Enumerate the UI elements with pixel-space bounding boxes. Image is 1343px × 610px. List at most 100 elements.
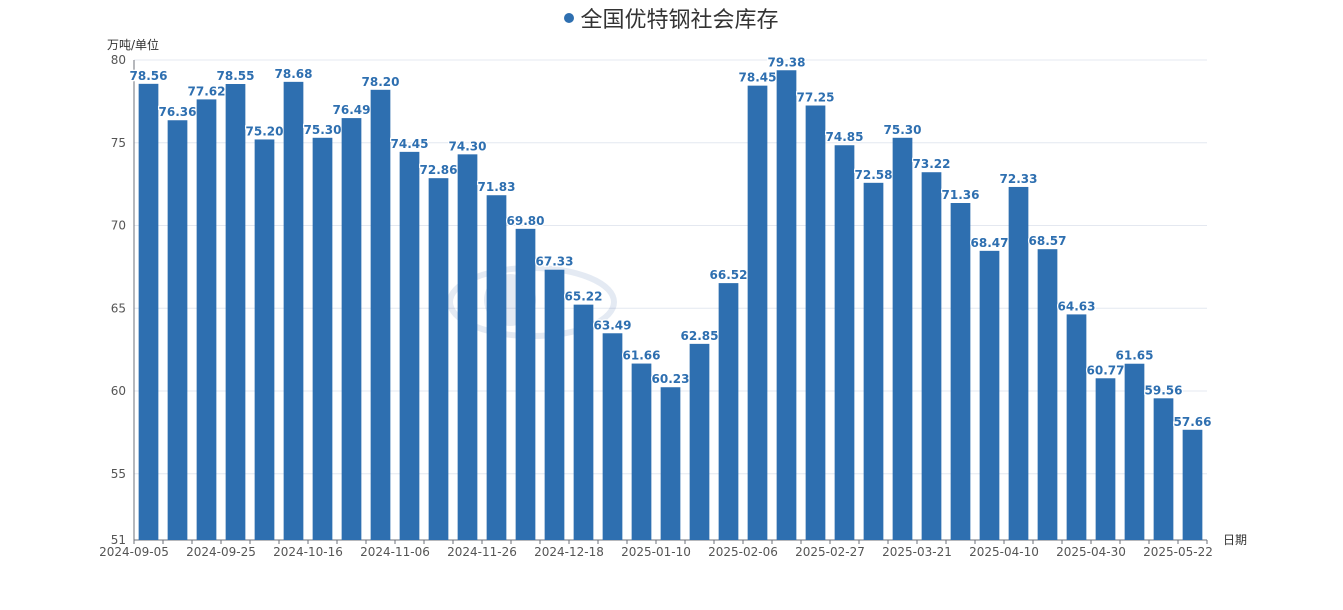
bar: [1095, 378, 1116, 540]
bar: [312, 137, 333, 541]
data-label: 59.56: [1145, 383, 1183, 397]
data-label: 79.38: [768, 55, 806, 69]
chart-title-bar: 全国优特钢社会库存: [0, 0, 1343, 36]
data-label: 67.33: [536, 255, 574, 269]
data-label: 74.30: [449, 139, 487, 153]
y-tick-label: 80: [111, 53, 126, 67]
y-tick-label: 55: [111, 467, 126, 481]
data-label: 72.58: [855, 168, 893, 182]
x-tick-label: 2025-04-10: [969, 545, 1039, 559]
data-label: 64.63: [1058, 299, 1096, 313]
data-label: 71.36: [942, 188, 980, 202]
data-label: 68.57: [1029, 234, 1067, 248]
data-label: 69.80: [507, 214, 545, 228]
data-label: 78.45: [739, 71, 777, 85]
y-tick-label: 51: [111, 533, 126, 547]
data-label: 63.49: [594, 318, 632, 332]
bar: [167, 120, 188, 540]
x-tick-label: 2025-05-22: [1143, 545, 1213, 559]
bar: [660, 387, 681, 540]
data-label: 68.47: [971, 236, 1009, 250]
bar: [196, 99, 217, 541]
data-label: 74.45: [391, 137, 429, 151]
bar: [689, 343, 710, 540]
bar: [921, 172, 942, 540]
data-label: 75.30: [304, 123, 342, 137]
x-tick-label: 2025-04-30: [1056, 545, 1126, 559]
data-label: 78.20: [362, 75, 400, 89]
y-tick-label: 65: [111, 301, 126, 315]
x-tick-label: 2025-02-27: [795, 545, 865, 559]
bar: [1066, 314, 1087, 540]
data-label: 62.85: [681, 329, 719, 343]
bar: [776, 70, 797, 540]
bar: [486, 195, 507, 540]
bar: [457, 154, 478, 540]
x-tick-label: 2024-11-06: [360, 545, 430, 559]
y-tick-label: 70: [111, 219, 126, 233]
bar: [515, 228, 536, 541]
bar: [1037, 249, 1058, 540]
data-label: 77.62: [188, 84, 226, 98]
bar: [979, 250, 1000, 541]
bar: [718, 283, 739, 540]
x-tick-label: 2024-09-25: [186, 545, 256, 559]
bar: [747, 85, 768, 540]
bar: [805, 105, 826, 540]
data-label: 61.65: [1116, 349, 1154, 363]
bar: [950, 203, 971, 540]
data-label: 72.33: [1000, 172, 1038, 186]
data-label: 73.22: [913, 157, 951, 171]
data-label: 60.77: [1087, 363, 1125, 377]
x-tick-label: 2025-02-06: [708, 545, 778, 559]
bar: [1182, 429, 1203, 540]
x-tick-label: 2024-11-26: [447, 545, 517, 559]
data-label: 78.56: [130, 69, 168, 83]
bar: [863, 182, 884, 541]
data-label: 78.55: [217, 69, 255, 83]
x-tick-label: 2024-09-05: [99, 545, 169, 559]
data-label: 72.86: [420, 163, 458, 177]
legend-marker[interactable]: [564, 13, 575, 23]
bar: [428, 178, 449, 540]
data-label: 61.66: [623, 349, 661, 363]
data-label: 77.25: [797, 91, 835, 105]
data-label: 76.49: [333, 103, 371, 117]
data-label: 65.22: [565, 290, 603, 304]
data-label: 71.83: [478, 180, 516, 194]
bar: [602, 333, 623, 540]
y-tick-label: 60: [111, 384, 126, 398]
data-label: 75.30: [884, 123, 922, 137]
bar: [1124, 363, 1145, 540]
bar: [254, 139, 275, 540]
bar: [1153, 398, 1174, 540]
data-label: 74.85: [826, 130, 864, 144]
bar: [341, 118, 362, 540]
data-label: 66.52: [710, 268, 748, 282]
bar: [225, 84, 246, 540]
bar: [283, 81, 304, 541]
bar: [544, 269, 565, 540]
chart-title: 全国优特钢社会库存: [580, 8, 779, 33]
bar: [631, 363, 652, 540]
data-label: 75.20: [246, 124, 284, 138]
y-tick-label: 75: [111, 136, 126, 150]
bar: [573, 304, 594, 540]
bar: [399, 151, 420, 541]
data-label: 57.66: [1174, 415, 1212, 429]
bar: [370, 89, 391, 541]
x-tick-label: 2025-01-10: [621, 545, 691, 559]
data-label: 78.68: [275, 67, 313, 81]
data-label: 76.36: [159, 105, 197, 119]
bar: [138, 83, 159, 541]
bar: [892, 137, 913, 541]
x-tick-label: 2025-03-21: [882, 545, 952, 559]
x-tick-label: 2024-10-16: [273, 545, 343, 559]
bar: [1008, 186, 1029, 540]
data-label: 60.23: [652, 372, 690, 386]
x-axis-label: 日期: [1223, 533, 1248, 547]
x-tick-label: 2024-12-18: [534, 545, 604, 559]
bar: [834, 145, 855, 540]
